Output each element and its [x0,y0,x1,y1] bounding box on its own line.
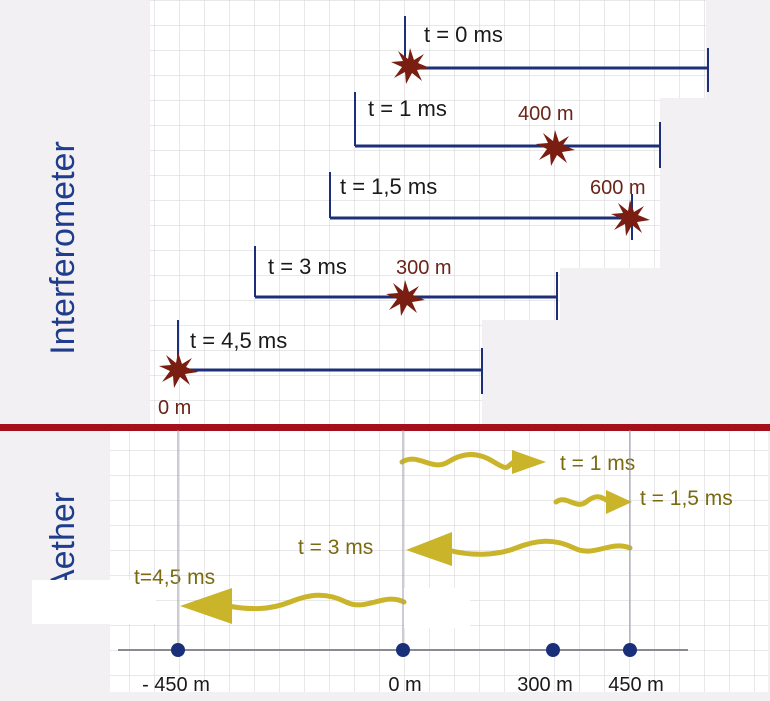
axis-dot-450 [623,643,637,657]
row-time-label-3: t = 3 ms [268,254,347,279]
aether-waves [180,450,633,624]
axis-labels: - 450 m 0 m 300 m 450 m [142,674,664,696]
row-time-label-0: t = 0 ms [424,22,503,47]
axis-dot-300 [546,643,560,657]
grid-background [110,0,768,692]
wave-t4-5 [180,588,407,624]
axis-dots [171,643,637,657]
wave-time-label-1: t = 1,5 ms [640,487,733,510]
row-time-label-1: t = 1 ms [368,96,447,121]
row-distance-label-2: 600 m [590,177,646,199]
guide-lines [177,430,631,650]
row-distance-label-4: 0 m [158,397,191,419]
axis-label-minus-450: - 450 m [142,674,210,696]
wave-time-label-3: t=4,5 ms [134,566,215,589]
interferometer-time-labels: t = 0 ms t = 1 ms t = 1,5 ms t = 3 ms t … [190,22,503,353]
wave-t1 [399,450,546,474]
aether-section-title: Aether [44,492,82,592]
wave-time-label-0: t = 1 ms [560,452,635,475]
row-distance-label-3: 300 m [396,257,452,279]
label-mask-left [32,580,156,624]
interferometer-section-title: Interferometer [44,141,82,355]
wave-time-label-2: t = 3 ms [298,536,373,559]
row-time-label-4: t = 4,5 ms [190,328,287,353]
interferometer-distance-labels: 400 m 600 m 300 m 0 m [158,103,646,419]
wave-t1-5 [553,490,632,514]
row-distance-label-1: 400 m [518,103,574,125]
axis-label-0: 0 m [388,674,421,696]
axis-dot-0 [396,643,410,657]
axis-label-450: 450 m [608,674,664,696]
aether-time-labels: t = 1 ms t = 1,5 ms t = 3 ms t=4,5 ms [134,452,733,589]
row-time-label-2: t = 1,5 ms [340,174,437,199]
label-mask-right [404,588,470,628]
section-divider [0,424,770,431]
axis-dot-minus-450 [171,643,185,657]
rod-t1 [354,92,661,168]
wave-t3 [406,532,633,566]
axis-label-300: 300 m [517,674,573,696]
